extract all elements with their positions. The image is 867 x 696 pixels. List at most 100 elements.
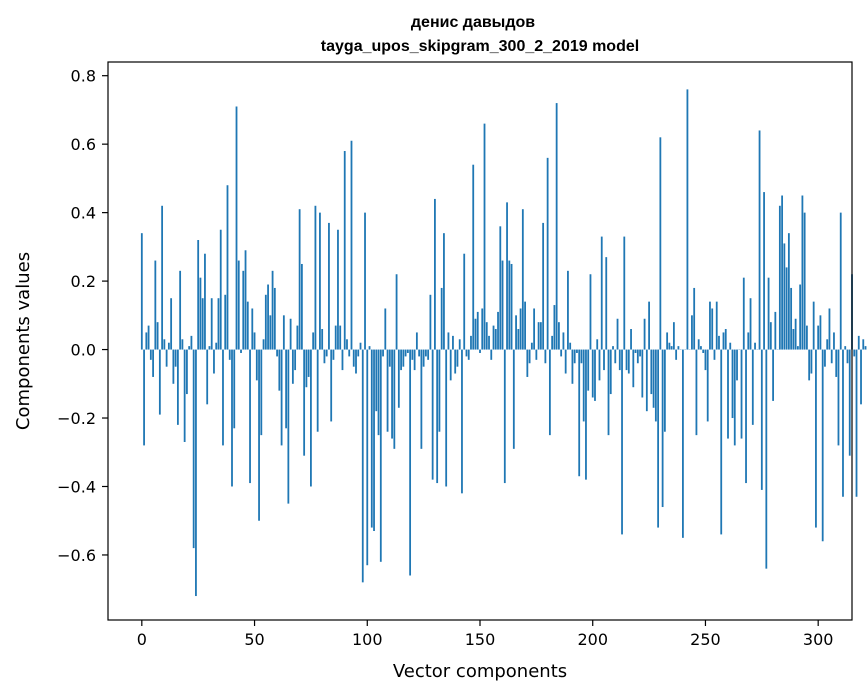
- bar-186: [560, 349, 563, 357]
- bar-151: [481, 308, 484, 350]
- bar-227: [652, 349, 655, 408]
- bar-242: [686, 89, 689, 350]
- bar-27: [201, 298, 204, 350]
- bar-283: [778, 205, 781, 350]
- bar-25: [197, 240, 200, 350]
- bar-245: [693, 287, 696, 350]
- bar-182: [551, 335, 554, 350]
- bar-303: [824, 349, 826, 367]
- bar-288: [790, 287, 793, 350]
- bar-284: [781, 195, 784, 350]
- bar-171: [526, 349, 529, 377]
- bar-236: [672, 322, 675, 350]
- bar-304: [826, 339, 829, 350]
- bar-264: [736, 349, 738, 381]
- bar-133: [440, 287, 443, 350]
- bar-43: [237, 260, 240, 350]
- bar-14: [172, 349, 175, 384]
- bar-226: [650, 349, 653, 395]
- bar-115: [400, 349, 402, 371]
- bar-104: [375, 349, 378, 412]
- bar-194: [578, 349, 581, 477]
- bar-132: [438, 349, 441, 432]
- bar-249: [702, 349, 705, 353]
- bar-113: [395, 274, 398, 350]
- bar-266: [740, 349, 743, 439]
- bar-37: [224, 294, 227, 350]
- chart-title: денис давыдов: [411, 14, 535, 31]
- bar-105: [377, 349, 380, 436]
- bar-219: [634, 349, 637, 353]
- bar-49: [251, 308, 254, 350]
- bar-172: [528, 349, 531, 364]
- bar-228: [654, 349, 657, 422]
- bar-301: [819, 315, 822, 350]
- bar-309: [837, 349, 840, 446]
- bar-111: [391, 349, 393, 439]
- bar-122: [415, 332, 418, 350]
- bars-group: [140, 89, 867, 597]
- bar-252: [709, 301, 711, 350]
- bar-297: [810, 349, 813, 374]
- bar-225: [648, 301, 650, 350]
- bar-36: [222, 349, 224, 446]
- bar-147: [472, 164, 475, 350]
- bar-215: [625, 349, 628, 371]
- bar-193: [576, 349, 578, 353]
- bar-81: [323, 349, 326, 364]
- bar-285: [783, 243, 786, 350]
- bar-231: [661, 349, 664, 508]
- bar-180: [546, 157, 549, 350]
- bar-87: [337, 229, 339, 350]
- bar-176: [537, 322, 540, 350]
- bar-313: [846, 349, 849, 364]
- bar-319: [860, 349, 862, 405]
- bar-106: [379, 349, 382, 562]
- bar-116: [402, 349, 405, 367]
- bar-179: [544, 349, 547, 364]
- bar-208: [609, 349, 612, 395]
- bar-168: [519, 308, 522, 350]
- bar-26: [199, 277, 202, 350]
- x-axis-ticks: 0 50 100 150 200 250 300: [137, 620, 833, 649]
- bar-135: [445, 349, 448, 487]
- bar-16: [176, 349, 179, 425]
- bar-0: [140, 233, 143, 350]
- bar-53: [260, 349, 263, 436]
- bar-187: [562, 332, 565, 350]
- bar-251: [706, 349, 709, 422]
- bar-164: [510, 263, 513, 350]
- bar-47: [246, 301, 249, 350]
- bar-3: [147, 325, 150, 350]
- bar-144: [465, 349, 468, 357]
- bar-279: [769, 322, 772, 350]
- bar-247: [697, 339, 700, 350]
- bar-126: [424, 349, 427, 357]
- bar-192: [573, 349, 576, 364]
- bar-143: [463, 253, 466, 350]
- bar-308: [835, 349, 838, 377]
- bar-77: [314, 205, 317, 350]
- x-tick-label: 250: [690, 630, 721, 649]
- bar-274: [758, 130, 761, 350]
- bar-305: [828, 308, 831, 350]
- bar-244: [691, 315, 693, 350]
- bar-9: [161, 205, 164, 350]
- bar-141: [458, 339, 461, 350]
- bar-238: [677, 346, 680, 350]
- bar-61: [278, 349, 281, 391]
- bar-121: [413, 349, 416, 371]
- bar-295: [806, 325, 808, 350]
- bar-64: [285, 349, 288, 429]
- bar-291: [796, 346, 799, 350]
- bar-131: [436, 349, 439, 484]
- bar-278: [767, 277, 770, 350]
- bar-276: [763, 192, 765, 350]
- bar-299: [815, 349, 817, 528]
- bar-222: [641, 349, 644, 398]
- bar-17: [179, 270, 182, 350]
- bar-137: [449, 349, 452, 381]
- bar-92: [348, 349, 351, 357]
- x-tick-label: 100: [352, 630, 383, 649]
